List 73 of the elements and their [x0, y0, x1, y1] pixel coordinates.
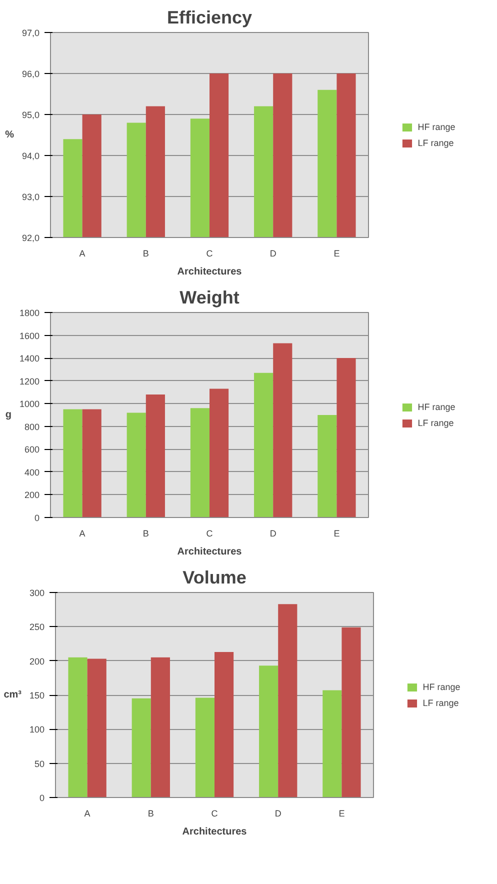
legend-label: LF range [422, 698, 459, 708]
y-tick-label: 100 [29, 724, 45, 735]
bar [318, 415, 337, 518]
legend-label: LF range [418, 138, 454, 148]
y-tick-label: 93,0 [22, 192, 40, 202]
x-tick-label: B [142, 248, 149, 258]
bar [254, 372, 274, 518]
bar [259, 666, 278, 798]
y-tick-label: 1800 [19, 308, 40, 318]
bar [195, 698, 214, 798]
x-tick-label: B [148, 808, 154, 818]
y-tick-label: 1600 [19, 330, 40, 341]
bar [87, 658, 106, 798]
y-tick-label: 250 [29, 622, 45, 632]
bar [132, 698, 151, 798]
bar [190, 408, 210, 518]
x-tick-label: E [334, 528, 340, 538]
bar [82, 409, 102, 518]
x-tick-label: C [211, 808, 218, 818]
y-tick-label: 96,0 [22, 69, 40, 79]
x-tick-label: A [79, 248, 86, 258]
bar [146, 394, 165, 518]
bar [342, 627, 361, 798]
y-tick-label: 200 [29, 656, 45, 666]
y-tick-label: 1200 [19, 376, 40, 386]
y-tick-label: 1000 [19, 399, 40, 410]
chart-title: Weight [180, 288, 240, 308]
bar [126, 412, 146, 518]
y-axis-title: % [5, 130, 14, 140]
x-tick-label: D [270, 528, 277, 538]
x-tick-label: E [338, 808, 345, 818]
y-tick-label: 92,0 [22, 233, 40, 243]
y-tick-label: 150 [29, 690, 45, 700]
y-tick-label: 1400 [19, 354, 40, 364]
y-tick-label: 400 [24, 467, 40, 478]
y-tick-label: 200 [24, 490, 40, 500]
x-tick-label: A [79, 528, 86, 538]
bar [210, 388, 229, 518]
chart-title: Efficiency [166, 8, 252, 28]
x-axis-title: Architectures [182, 826, 248, 838]
x-tick-label: C [206, 248, 214, 258]
bar [63, 409, 82, 518]
x-axis-title: Architectures [177, 266, 242, 278]
y-tick-label: 800 [24, 422, 40, 432]
legend-label: HF range [418, 122, 456, 132]
y-axis-title: g [5, 410, 12, 420]
bar [278, 604, 298, 798]
bar [336, 358, 356, 518]
bar [322, 690, 342, 798]
y-tick-label: 0 [34, 513, 40, 523]
y-tick-label: 0 [39, 793, 45, 803]
x-tick-label: A [84, 808, 90, 818]
y-tick-label: 97,0 [22, 28, 40, 38]
x-tick-label: E [334, 248, 340, 258]
y-tick-label: 94,0 [22, 151, 40, 161]
y-tick-label: 50 [34, 758, 45, 769]
y-tick-label: 300 [29, 588, 45, 598]
x-tick-label: D [274, 808, 282, 818]
legend-label: LF range [418, 418, 454, 428]
bar [150, 657, 170, 798]
bar [273, 343, 292, 518]
x-tick-label: C [206, 528, 214, 538]
x-tick-label: B [142, 528, 149, 538]
y-tick-label: 600 [24, 444, 40, 455]
chart-title: Volume [182, 568, 246, 588]
y-tick-label: 95,0 [22, 110, 40, 120]
y-axis-title: cm³ [4, 690, 22, 700]
legend-label: HF range [422, 682, 460, 692]
legend-label: HF range [418, 402, 456, 412]
x-axis-title: Architectures [177, 546, 242, 558]
bar [68, 657, 88, 798]
bar [214, 652, 234, 798]
x-tick-label: D [270, 248, 277, 258]
